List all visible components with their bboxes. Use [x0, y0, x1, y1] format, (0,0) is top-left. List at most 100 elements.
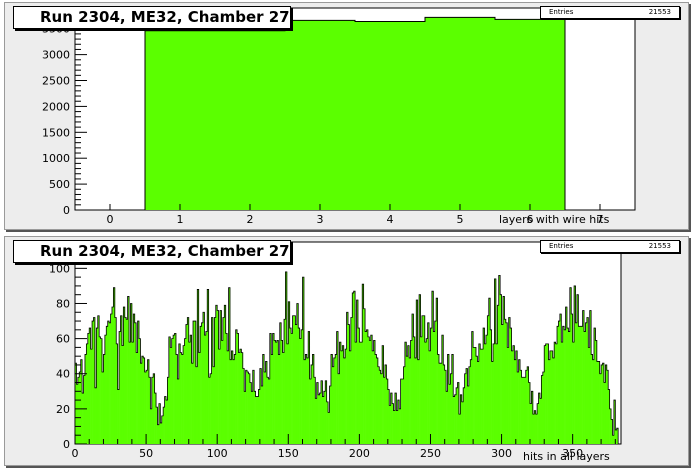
histogram-bar	[359, 342, 362, 444]
histogram-bar	[355, 21, 425, 210]
histogram-bar	[87, 333, 90, 444]
histogram-bar	[258, 389, 261, 444]
histogram-bar	[369, 340, 372, 444]
histogram-bar	[306, 357, 309, 444]
histogram-bar	[259, 368, 262, 444]
histogram-bar	[565, 306, 568, 444]
histogram-bar	[124, 317, 127, 444]
histogram-bar	[383, 377, 386, 444]
histogram-bar	[113, 287, 116, 444]
histogram-bar	[92, 321, 94, 444]
histogram-bar	[109, 322, 111, 444]
histogram-bar	[342, 345, 345, 444]
histogram-bar	[252, 370, 255, 444]
histogram-bar	[360, 342, 363, 444]
histogram-bar	[355, 342, 357, 444]
histogram-bar	[613, 400, 616, 444]
histogram-bar	[502, 296, 505, 444]
histogram-bar	[137, 321, 140, 444]
histogram-bar	[468, 366, 471, 444]
histogram-bar	[367, 336, 370, 444]
histogram-bar	[80, 359, 83, 444]
histogram-bar	[416, 299, 418, 444]
histogram-bar	[485, 335, 488, 444]
histogram-bar	[389, 405, 391, 444]
histogram-bar	[581, 326, 583, 444]
histogram-bar	[511, 350, 514, 444]
histogram-bar	[451, 354, 454, 444]
histogram-bar	[320, 380, 323, 444]
histogram-bar	[200, 326, 202, 444]
histogram-bar	[319, 393, 322, 444]
x-tick-label: 100	[207, 447, 228, 460]
histogram-bar	[362, 284, 364, 444]
histogram-bar	[99, 336, 101, 444]
x-tick-label: 350	[562, 447, 583, 460]
histogram-bar	[136, 352, 138, 444]
histogram-bar	[406, 356, 409, 444]
histogram-bar	[255, 396, 258, 444]
histogram-bar	[296, 303, 299, 444]
histogram-bar	[181, 354, 184, 444]
x-axis-label: layers with wire hits	[499, 213, 610, 226]
histogram-bar	[218, 349, 221, 444]
stats-value: 21553	[648, 8, 671, 16]
histogram-bar	[272, 333, 275, 444]
histogram-bar	[247, 371, 249, 444]
histogram-bar	[562, 326, 565, 444]
pad-title: Run 2304, ME32, Chamber 27	[13, 240, 291, 263]
histogram-bar	[326, 401, 329, 444]
histogram-bar	[251, 391, 254, 444]
histogram-bar	[190, 335, 192, 444]
y-tick-label: 20	[56, 403, 70, 416]
histogram-bar	[535, 414, 538, 444]
histogram-bar	[396, 410, 399, 444]
histogram-bar	[417, 359, 420, 444]
histogram-bar	[299, 338, 302, 444]
histogram-bar	[198, 352, 201, 444]
histogram-bar	[103, 354, 106, 444]
histogram-bar	[301, 329, 303, 444]
histogram-bar	[265, 361, 268, 444]
histogram-bar	[322, 396, 325, 444]
histogram-bar	[187, 317, 190, 444]
histogram-bar	[221, 340, 224, 444]
histogram-bar	[572, 342, 575, 444]
histogram-bar	[606, 370, 609, 444]
histogram-bar	[210, 373, 212, 444]
y-tick-label: 0	[63, 438, 70, 451]
histogram-bar	[94, 387, 97, 444]
histogram-bar	[443, 364, 445, 444]
histogram-bar	[588, 347, 591, 444]
histogram-bar	[616, 428, 619, 444]
histogram-bar	[349, 350, 352, 444]
histogram-bar	[554, 342, 556, 444]
histogram-bar	[170, 347, 172, 444]
x-tick-label: 5	[457, 213, 464, 226]
histogram-bar	[457, 382, 460, 444]
histogram-bar	[131, 342, 134, 444]
histogram-bar	[276, 340, 279, 444]
histogram-bar	[433, 331, 436, 444]
histogram-bar	[534, 410, 536, 444]
histogram-bar	[268, 379, 271, 444]
histogram-bar	[548, 359, 551, 444]
histogram-bar	[121, 345, 124, 444]
histogram-bar	[373, 340, 376, 444]
histogram-bar	[204, 335, 207, 444]
histogram-bar	[117, 389, 120, 444]
histogram-bar	[576, 294, 579, 444]
histogram-bar	[208, 377, 211, 444]
histogram-bar	[370, 335, 373, 444]
histogram-bar	[585, 322, 588, 444]
histogram-bar	[93, 317, 96, 444]
histogram-bar	[123, 306, 126, 444]
histogram-bar	[564, 329, 566, 444]
histogram-bar	[448, 384, 451, 444]
histogram-bar	[151, 377, 154, 444]
histogram-bar	[561, 342, 564, 444]
histogram-bar	[318, 394, 320, 444]
histogram-bar	[235, 329, 238, 444]
y-tick-label: 1000	[42, 152, 70, 165]
